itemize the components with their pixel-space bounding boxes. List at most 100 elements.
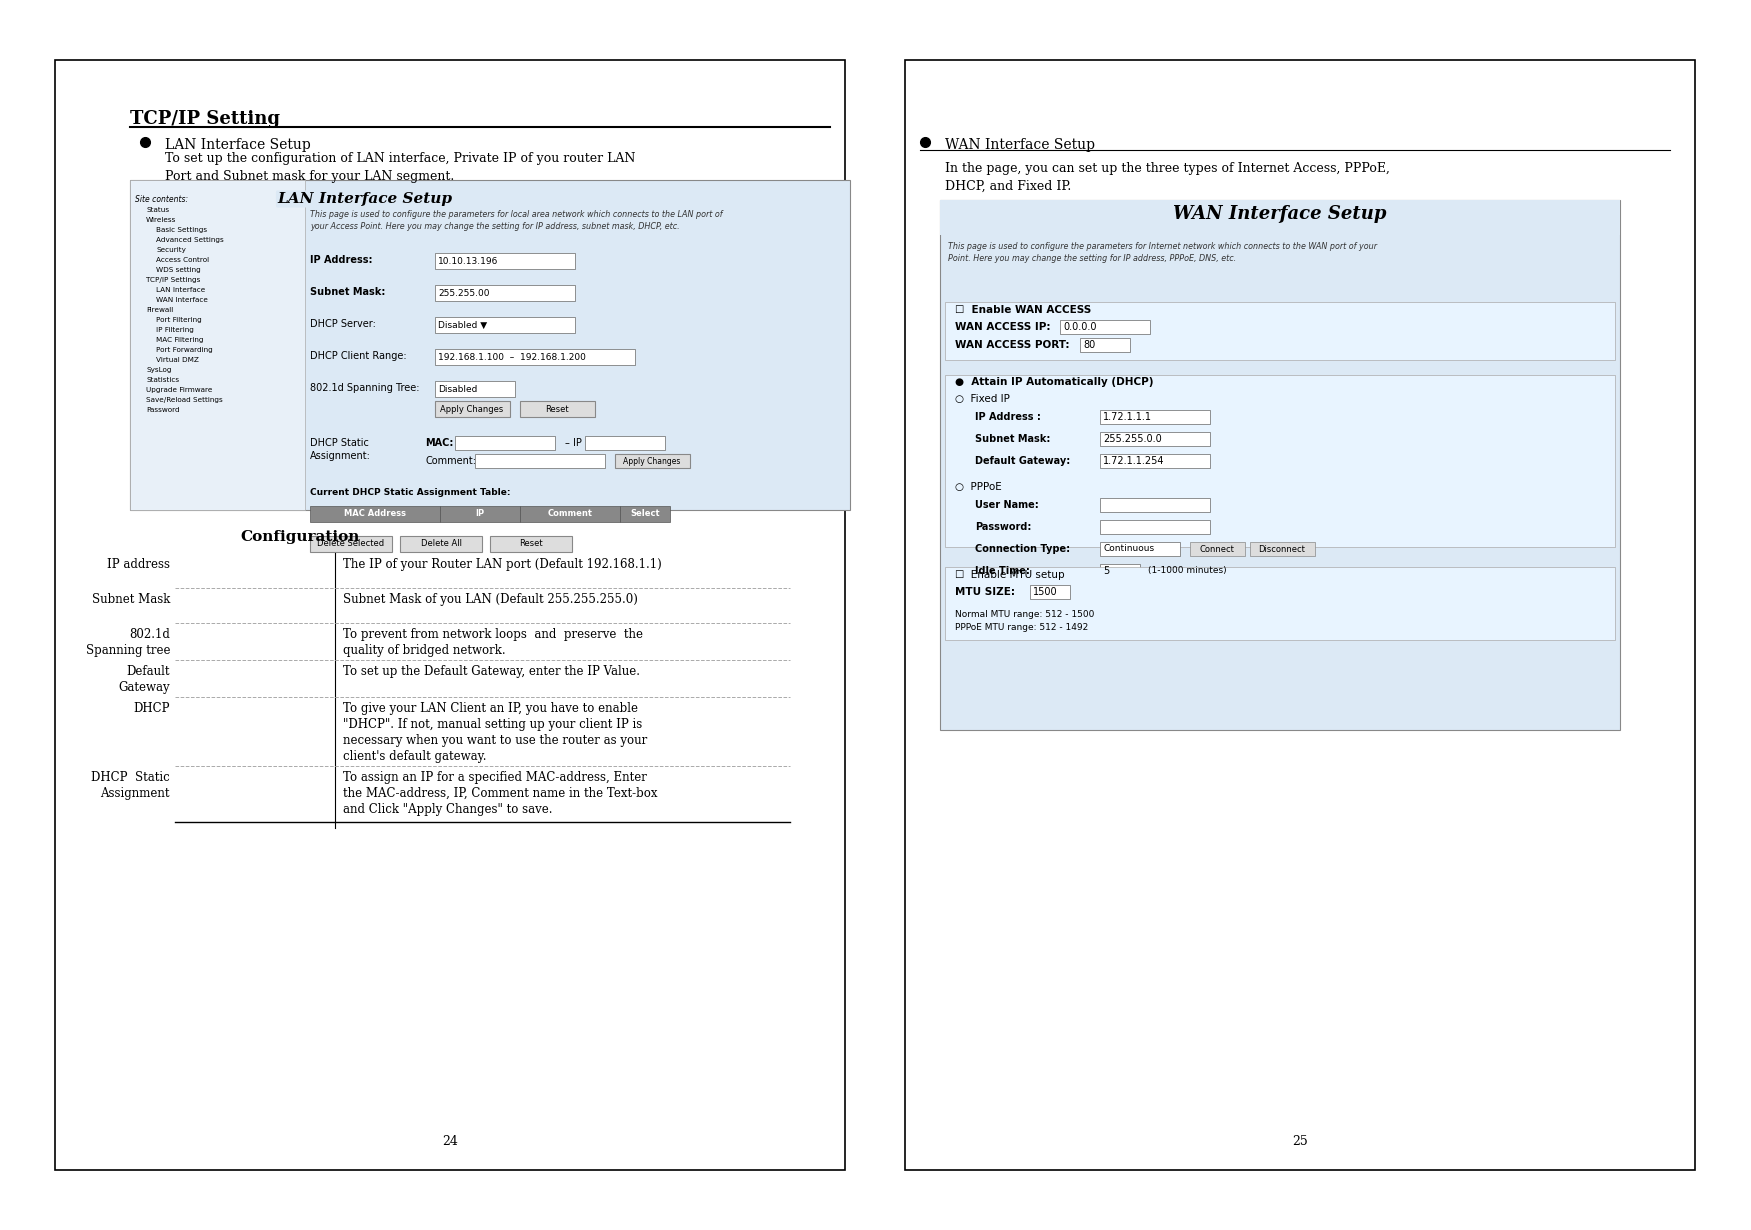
- Bar: [434, 381, 515, 397]
- Text: Subnet Mask: Subnet Mask: [91, 593, 170, 606]
- Text: To give your LAN Client an IP, you have to enable
"DHCP". If not, manual setting: To give your LAN Client an IP, you have …: [343, 702, 648, 763]
- Text: Upgrade Firmware: Upgrade Firmware: [145, 387, 212, 394]
- Text: WAN Interface Setup: WAN Interface Setup: [1173, 205, 1387, 223]
- Text: ○  Fixed IP: ○ Fixed IP: [954, 394, 1010, 403]
- Text: To prevent from network loops  and  preserve  the
quality of bridged network.: To prevent from network loops and preser…: [343, 629, 643, 657]
- Text: ○  PPPoE: ○ PPPoE: [954, 482, 1002, 492]
- Text: Subnet Mask:: Subnet Mask:: [975, 434, 1051, 444]
- Bar: [434, 285, 574, 301]
- Bar: [1100, 410, 1210, 424]
- Text: Default Gateway:: Default Gateway:: [975, 456, 1070, 466]
- Bar: [310, 536, 392, 552]
- Text: DHCP Server:: DHCP Server:: [310, 319, 376, 328]
- Text: Security: Security: [156, 247, 186, 253]
- Text: (1-1000 minutes): (1-1000 minutes): [1149, 566, 1227, 574]
- Bar: [905, 60, 1695, 1170]
- Text: To assign an IP for a specified MAC-address, Enter
the MAC-address, IP, Comment : To assign an IP for a specified MAC-addr…: [343, 771, 657, 815]
- Text: Reset: Reset: [520, 540, 543, 549]
- Text: To set up the Default Gateway, enter the IP Value.: To set up the Default Gateway, enter the…: [343, 665, 641, 678]
- Bar: [615, 454, 690, 467]
- Text: The IP of your Router LAN port (Default 192.168.1.1): The IP of your Router LAN port (Default …: [343, 558, 662, 571]
- Text: Password: Password: [145, 407, 180, 413]
- Text: Connect: Connect: [1199, 545, 1234, 554]
- Text: Wireless: Wireless: [145, 216, 177, 223]
- Bar: [434, 253, 574, 269]
- Text: LAN Interface Setup: LAN Interface Setup: [277, 192, 452, 205]
- Bar: [1100, 498, 1210, 512]
- Text: IP Filtering: IP Filtering: [156, 327, 194, 333]
- Text: Comment:: Comment:: [425, 456, 476, 466]
- Text: Basic Settings: Basic Settings: [156, 228, 207, 232]
- Bar: [434, 401, 510, 417]
- Text: WAN ACCESS IP:: WAN ACCESS IP:: [954, 322, 1051, 332]
- Text: Site contents:: Site contents:: [135, 196, 187, 204]
- Text: Normal MTU range: 512 - 1500: Normal MTU range: 512 - 1500: [954, 610, 1094, 619]
- Text: To set up the configuration of LAN interface, Private IP of you router LAN
Port : To set up the configuration of LAN inter…: [165, 153, 636, 183]
- Text: PPPoE MTU range: 512 - 1492: PPPoE MTU range: 512 - 1492: [954, 624, 1089, 632]
- Text: MTU SIZE:: MTU SIZE:: [954, 587, 1016, 597]
- Bar: [1100, 542, 1180, 556]
- Text: 0.0.0.0: 0.0.0.0: [1063, 322, 1096, 332]
- Text: WDS setting: WDS setting: [156, 267, 201, 273]
- Text: MAC:: MAC:: [425, 438, 454, 448]
- Text: DHCP Static
Assignment:: DHCP Static Assignment:: [310, 438, 371, 461]
- Text: DHCP  Static
Assignment: DHCP Static Assignment: [91, 771, 170, 800]
- Bar: [1080, 338, 1129, 352]
- Text: Comment: Comment: [548, 509, 592, 519]
- Text: Idle Time:: Idle Time:: [975, 566, 1030, 576]
- Text: Configuration: Configuration: [240, 530, 359, 544]
- Text: Disabled: Disabled: [438, 385, 478, 394]
- Text: – IP: – IP: [566, 438, 581, 448]
- Text: 255.255.0.0: 255.255.0.0: [1103, 434, 1161, 444]
- Text: Port Filtering: Port Filtering: [156, 317, 201, 323]
- Text: MAC Address: MAC Address: [343, 509, 406, 519]
- Bar: [1100, 565, 1140, 578]
- Text: IP Address:: IP Address:: [310, 255, 373, 264]
- Text: Select: Select: [630, 509, 660, 519]
- Text: Disabled ▼: Disabled ▼: [438, 321, 487, 330]
- Bar: [310, 506, 440, 522]
- Text: 10.10.13.196: 10.10.13.196: [438, 257, 499, 266]
- Bar: [585, 435, 665, 450]
- Text: Statistics: Statistics: [145, 378, 179, 383]
- Bar: [1059, 320, 1150, 335]
- Bar: [455, 435, 555, 450]
- Text: This page is used to configure the parameters for local area network which conne: This page is used to configure the param…: [310, 210, 723, 231]
- Text: Delete All: Delete All: [420, 540, 462, 549]
- Text: DHCP: DHCP: [133, 702, 170, 715]
- Text: 192.168.1.100  –  192.168.1.200: 192.168.1.100 – 192.168.1.200: [438, 353, 587, 362]
- Text: ☐  Enable WAN ACCESS: ☐ Enable WAN ACCESS: [954, 305, 1091, 315]
- Bar: [520, 506, 620, 522]
- Text: User Name:: User Name:: [975, 501, 1038, 510]
- Text: Default
Gateway: Default Gateway: [119, 665, 170, 694]
- Text: MAC Filtering: MAC Filtering: [156, 337, 203, 343]
- Text: Current DHCP Static Assignment Table:: Current DHCP Static Assignment Table:: [310, 488, 511, 497]
- Text: Delete Selected: Delete Selected: [317, 540, 385, 549]
- Bar: [946, 567, 1614, 640]
- Text: WAN ACCESS PORT:: WAN ACCESS PORT:: [954, 339, 1070, 351]
- Text: 255.255.00: 255.255.00: [438, 289, 490, 298]
- Bar: [1191, 542, 1245, 556]
- Text: Password:: Password:: [975, 522, 1031, 533]
- Text: 802.1d
Spanning tree: 802.1d Spanning tree: [86, 629, 170, 657]
- Bar: [946, 375, 1614, 547]
- Bar: [434, 317, 574, 333]
- Bar: [1030, 585, 1070, 599]
- Bar: [940, 200, 1620, 729]
- Text: Reset: Reset: [545, 405, 569, 413]
- Text: LAN Interface: LAN Interface: [156, 287, 205, 293]
- Text: Subnet Mask:: Subnet Mask:: [310, 287, 385, 296]
- Text: Status: Status: [145, 207, 170, 213]
- Bar: [434, 349, 636, 365]
- Text: Continuous: Continuous: [1103, 544, 1154, 554]
- Bar: [130, 180, 849, 510]
- Text: WAN Interface: WAN Interface: [156, 296, 208, 303]
- Bar: [399, 536, 482, 552]
- Text: 5: 5: [1103, 566, 1108, 576]
- Text: Apply Changes: Apply Changes: [440, 405, 504, 413]
- Text: WAN Interface Setup: WAN Interface Setup: [946, 138, 1094, 153]
- Bar: [520, 401, 595, 417]
- Bar: [1100, 454, 1210, 467]
- Bar: [475, 454, 606, 467]
- Text: 80: 80: [1084, 339, 1094, 351]
